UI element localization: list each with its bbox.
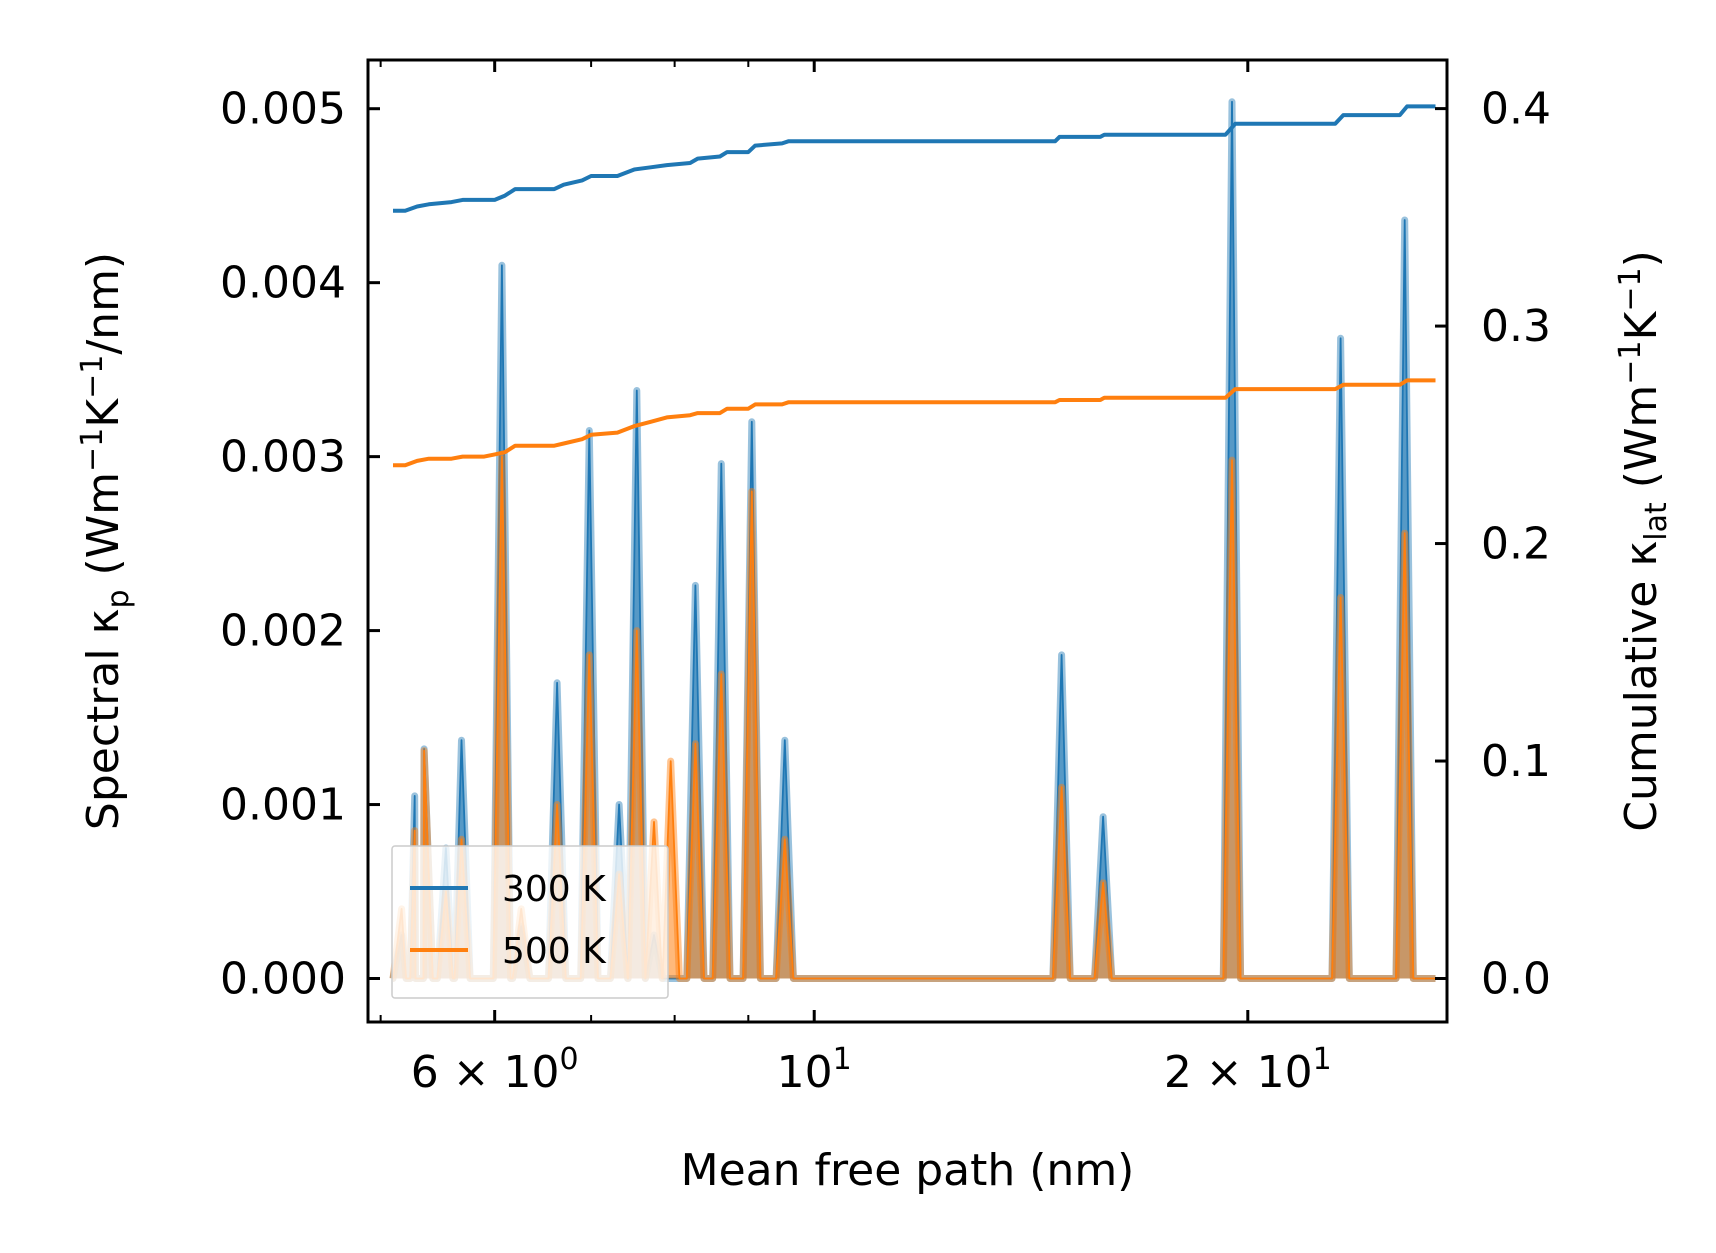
x-tick-label-exponent: 0	[560, 1042, 579, 1077]
y-left-tick-label: 0.004	[220, 258, 346, 309]
y-right-label-sup2: −1	[1613, 267, 1648, 311]
y-axis-label-right: Cumulative κlat (Wm−1K−1)	[1613, 250, 1674, 832]
y-right-label-units-mid: K	[1616, 310, 1667, 340]
y-left-label-sup1: −1	[75, 428, 110, 472]
plot-frame	[366, 58, 1449, 1024]
y-right-tick-label: 0.1	[1481, 736, 1551, 787]
x-tick-label: 2 × 101	[1164, 1042, 1332, 1098]
y-right-label-text: Cumulative κ	[1616, 541, 1667, 832]
x-axis-label: Mean free path (nm)	[681, 1145, 1135, 1196]
y-left-label-text: Spectral κ	[78, 609, 129, 831]
x-tick-label-mantissa: 6 × 10	[411, 1047, 560, 1098]
y-right-label-units-pre: (Wm	[1616, 385, 1667, 503]
y-left-label-sup2: −1	[75, 355, 110, 399]
y-left-tick-label: 0.001	[220, 780, 346, 831]
x-tick-label-mantissa: 2 × 10	[1164, 1047, 1313, 1098]
cumulative-line-500k	[393, 378, 1436, 468]
legend: 300 K 500 K	[391, 845, 669, 999]
y-left-label-units-post: /nm)	[78, 252, 129, 355]
y-right-tick-label: 0.2	[1481, 519, 1551, 570]
x-tick-label: 101	[777, 1042, 852, 1098]
y-left-label-units-mid: K	[78, 398, 129, 428]
y-right-label-units-post: )	[1616, 250, 1667, 267]
y-left-tick-label: 0.003	[220, 432, 346, 483]
cumulative-layer	[393, 104, 1436, 468]
y-left-tick-label: 0.000	[220, 954, 346, 1005]
y-right-label-sub: lat	[1639, 502, 1674, 541]
y-left-tick-label: 0.002	[220, 606, 346, 657]
y-right-tick-label: 0.4	[1481, 84, 1551, 135]
y-right-tick-label: 0.0	[1481, 954, 1551, 1005]
x-tick-label-mantissa: 10	[777, 1047, 833, 1098]
y-left-label-sub: p	[101, 589, 136, 608]
x-tick-label-exponent: 1	[1313, 1042, 1332, 1077]
x-tick-label-exponent: 1	[833, 1042, 852, 1077]
y-right-label-sup1: −1	[1613, 340, 1648, 384]
y-left-tick-label: 0.005	[220, 84, 346, 135]
legend-label-500k: 500 K	[502, 931, 607, 972]
y-axis-label-left: Spectral κp (Wm−1K−1/nm)	[75, 252, 136, 830]
ticks-layer: 0.000 0.001 0.002 0.003 0.004 0.005 0.0 0.1 0.2 0…	[220, 60, 1551, 1098]
legend-label-300k: 300 K	[502, 869, 607, 910]
cumulative-line-300k	[393, 104, 1436, 213]
y-right-tick-label: 0.3	[1481, 301, 1551, 352]
x-tick-label: 6 × 100	[411, 1042, 579, 1098]
legend-box	[391, 845, 669, 999]
y-left-label-units-pre: (Wm	[78, 472, 129, 590]
